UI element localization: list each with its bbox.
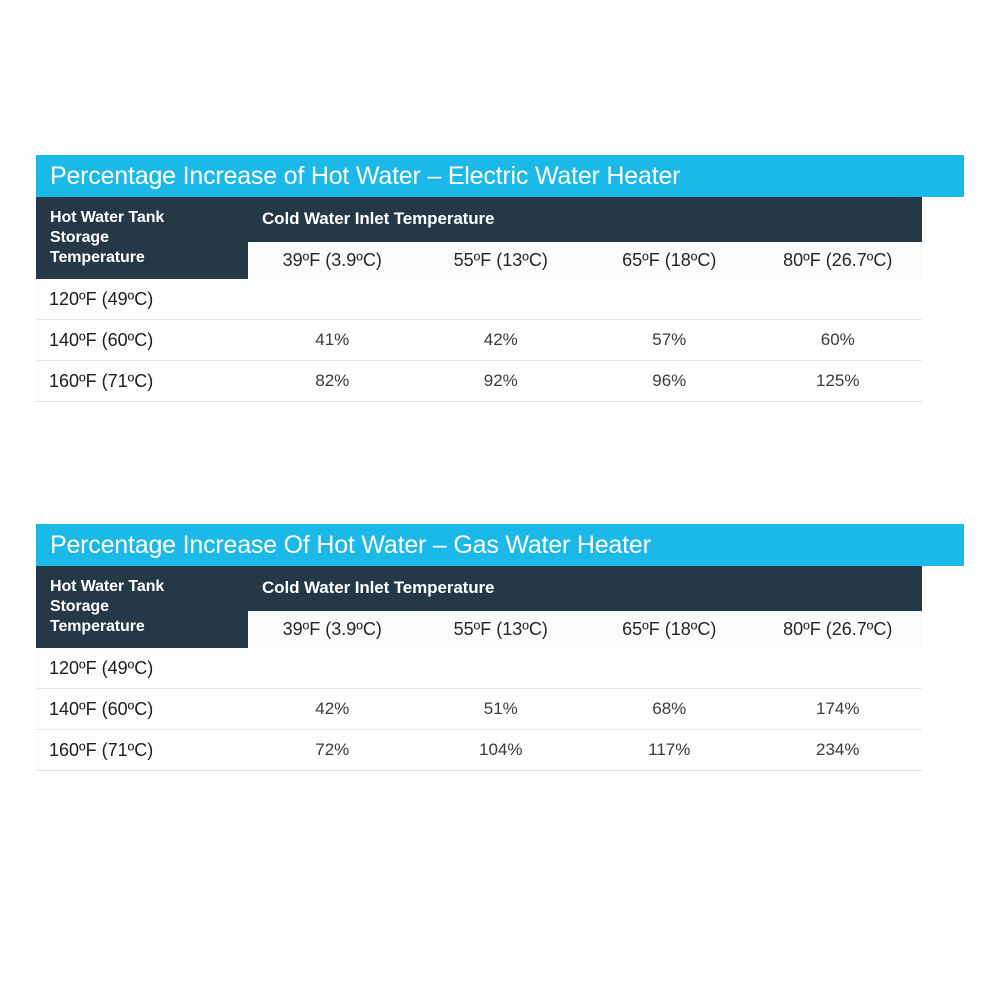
table-cell: 41% (315, 330, 350, 349)
row-header-label-line-3: Temperature (50, 249, 145, 266)
row-label: 140ºF (60ºC) (49, 329, 154, 350)
table-electric-water-heater: Percentage Increase of Hot Water – Elect… (36, 155, 964, 402)
table-cell: 96% (652, 371, 687, 390)
table-cell (248, 279, 417, 319)
table-body: 120ºF (49ºC) 140ºF (60ºC) 42% 51% 68% 17… (36, 648, 922, 771)
table-cell: 125% (816, 371, 860, 390)
table-cell (585, 648, 754, 688)
table-cell: 117% (648, 740, 691, 759)
row-header-label-line-3: Temperature (50, 618, 145, 635)
table-header: Hot Water Tank Storage Temperature Cold … (36, 566, 922, 648)
row-label: 120ºF (49ºC) (49, 657, 154, 678)
row-label: 140ºF (60ºC) (49, 698, 154, 719)
column-header-cell: 39ºF (3.9ºC) (282, 619, 382, 639)
table-cell (248, 648, 417, 688)
row-label: 160ºF (71ºC) (49, 739, 154, 760)
table-cell: 82% (315, 371, 350, 390)
row-label: 120ºF (49ºC) (49, 288, 154, 309)
column-header-cell: 55ºF (13ºC) (453, 619, 548, 639)
table-cell: 60% (820, 330, 855, 349)
table-cell: 57% (652, 330, 687, 349)
table-row: 120ºF (49ºC) (36, 648, 922, 689)
table-cell: 234% (816, 740, 860, 759)
table-title-bar: Percentage Increase Of Hot Water – Gas W… (36, 524, 964, 566)
table-cell: 42% (483, 330, 518, 349)
table-cell: 174% (816, 699, 860, 718)
table-title-bar: Percentage Increase of Hot Water – Elect… (36, 155, 964, 197)
table-cell (754, 648, 923, 688)
table-row: 140ºF (60ºC) 42% 51% 68% 174% (36, 689, 922, 730)
table-cell (585, 279, 754, 319)
column-header-cell: 65ºF (18ºC) (622, 250, 717, 270)
column-group-label: Cold Water Inlet Temperature (262, 578, 495, 597)
table-cell: 42% (315, 699, 350, 718)
column-header-cell: 80ºF (26.7ºC) (783, 619, 893, 639)
table-cell: 68% (652, 699, 687, 718)
table-row: 160ºF (71ºC) 72% 104% 117% 234% (36, 730, 922, 770)
row-header-label: Hot Water Tank Storage Temperature (36, 197, 248, 279)
table-row: 140ºF (60ºC) 41% 42% 57% 60% (36, 320, 922, 361)
table-cell (417, 279, 586, 319)
column-header-row: 39ºF (3.9ºC) 55ºF (13ºC) 65ºF (18ºC) 80º… (248, 242, 922, 279)
row-header-label-line-1: Hot Water Tank (50, 209, 165, 226)
table-row: 160ºF (71ºC) 82% 92% 96% 125% (36, 361, 922, 401)
table-title: Percentage Increase Of Hot Water – Gas W… (50, 530, 651, 559)
table-header: Hot Water Tank Storage Temperature Cold … (36, 197, 922, 279)
table-cell (417, 648, 586, 688)
row-header-label: Hot Water Tank Storage Temperature (36, 566, 248, 648)
table-cell (754, 279, 923, 319)
table-gas-water-heater: Percentage Increase Of Hot Water – Gas W… (36, 524, 964, 771)
table-cell: 51% (483, 699, 518, 718)
row-header-label-line-2: Storage (50, 229, 109, 246)
column-group-label: Cold Water Inlet Temperature (262, 209, 495, 228)
row-header-label-line-2: Storage (50, 598, 109, 615)
column-header-row: 39ºF (3.9ºC) 55ºF (13ºC) 65ºF (18ºC) 80º… (248, 611, 922, 648)
column-header-cell: 65ºF (18ºC) (622, 619, 717, 639)
table-cell: 104% (479, 740, 523, 759)
row-label: 160ºF (71ºC) (49, 370, 154, 391)
column-header-cell: 39ºF (3.9ºC) (282, 250, 382, 270)
row-header-label-line-1: Hot Water Tank (50, 578, 165, 595)
table-cell: 92% (483, 371, 518, 390)
table-title: Percentage Increase of Hot Water – Elect… (50, 161, 681, 190)
table-cell: 72% (315, 740, 350, 759)
table-body: 120ºF (49ºC) 140ºF (60ºC) 41% 42% 57% 60… (36, 279, 922, 402)
column-header-cell: 80ºF (26.7ºC) (783, 250, 893, 270)
column-header-cell: 55ºF (13ºC) (453, 250, 548, 270)
table-row: 120ºF (49ºC) (36, 279, 922, 320)
